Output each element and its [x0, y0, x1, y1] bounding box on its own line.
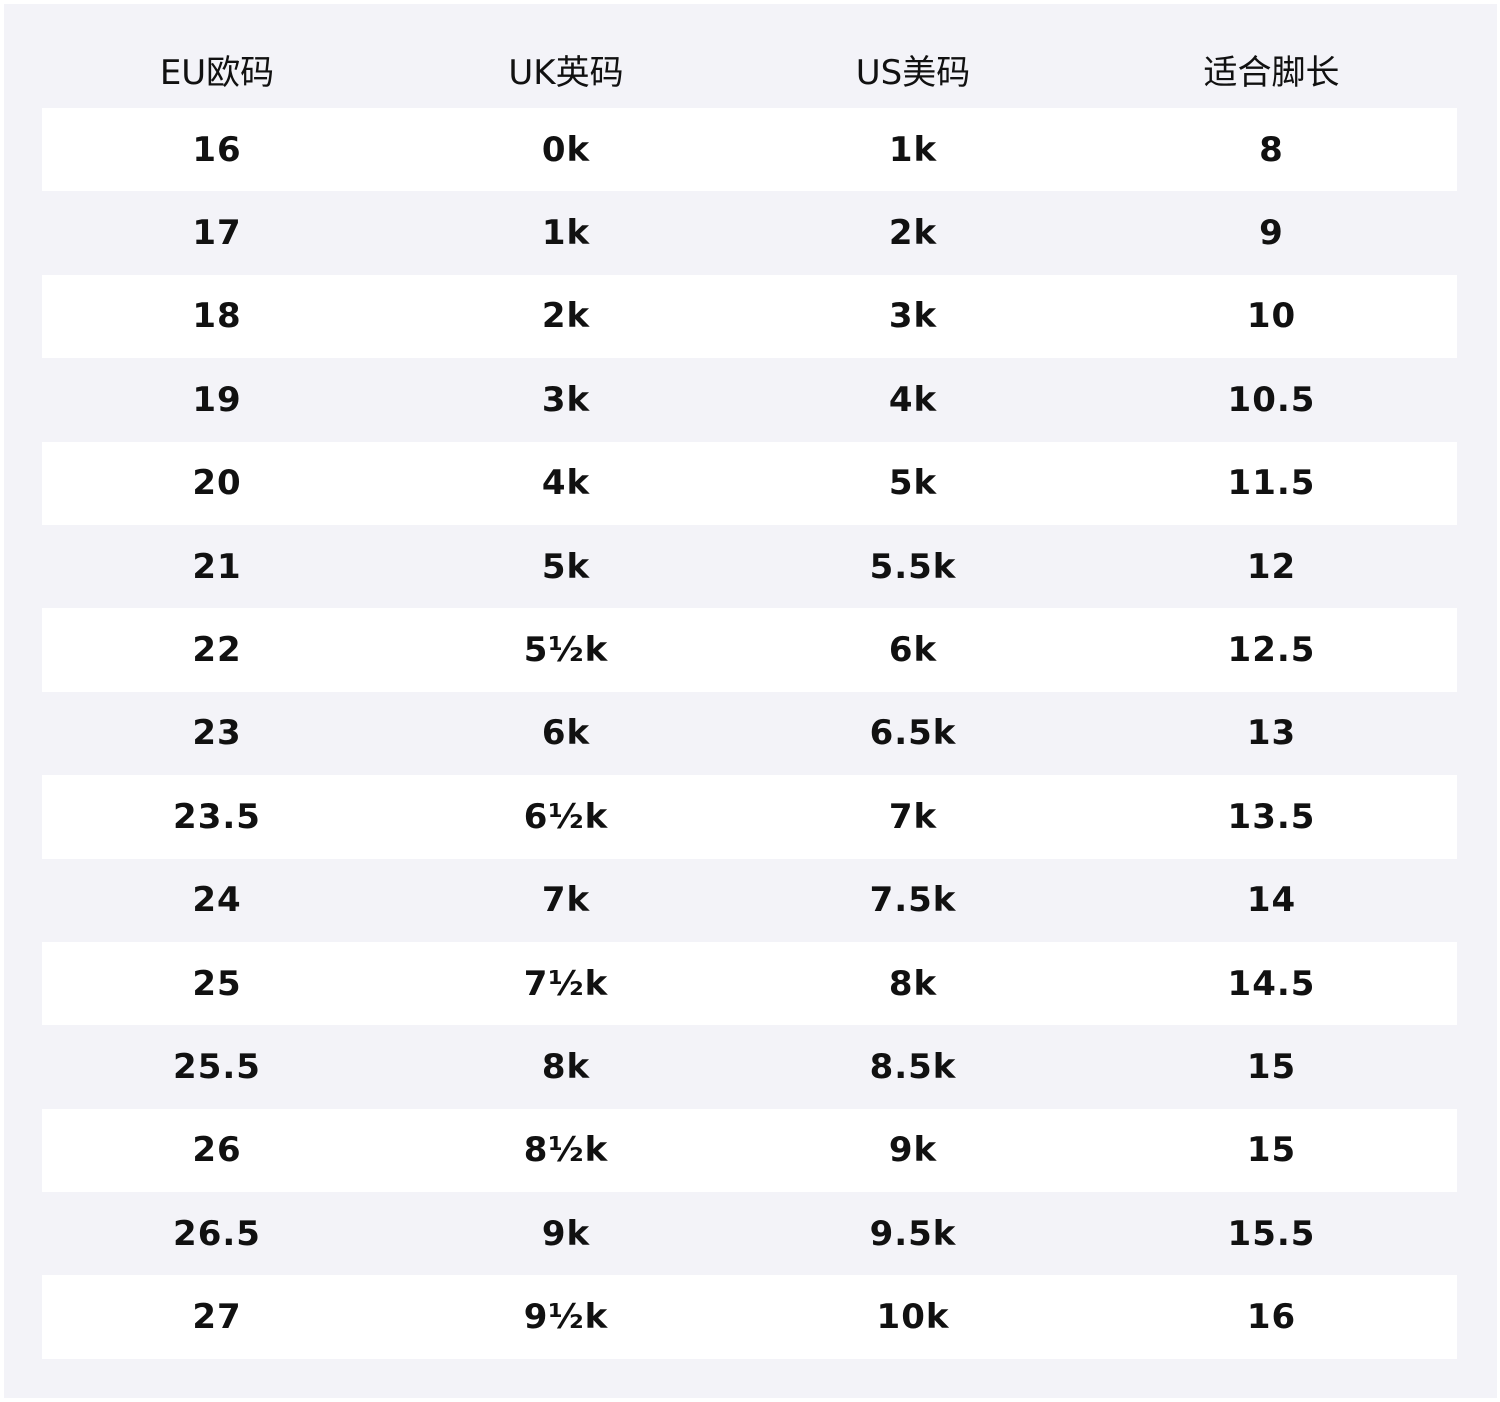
table-cell: 13 — [1086, 691, 1457, 776]
table-cell: 19 — [42, 358, 392, 442]
table-cell: 9 — [1086, 191, 1457, 275]
table-row: 24 7k 7.5k 14 — [42, 858, 1457, 942]
table-cell: 10k — [740, 1275, 1086, 1359]
table-cell: 22 — [42, 608, 392, 692]
table-cell: 23 — [42, 691, 392, 776]
table-cell: 9½k — [392, 1275, 740, 1359]
column-header: US美码 — [855, 53, 971, 93]
table-cell: 12 — [1086, 524, 1457, 609]
table-cell: 25.5 — [42, 1025, 392, 1109]
table-cell: 9k — [392, 1192, 740, 1276]
table-cell: 21 — [42, 524, 392, 609]
table-cell: 3k — [392, 358, 740, 442]
table-cell: 8½k — [392, 1108, 740, 1193]
table-cell: 5½k — [392, 608, 740, 692]
table-cell: 6k — [392, 691, 740, 776]
table-cell: 23.5 — [42, 775, 392, 859]
table-cell: 10.5 — [1086, 358, 1457, 442]
table-row: 26 8½k 9k 15 — [42, 1108, 1457, 1193]
table-cell: 2k — [740, 191, 1086, 275]
table-cell: 7k — [740, 775, 1086, 859]
table-cell: 1k — [740, 108, 1086, 192]
table-row: 25.5 8k 8.5k 15 — [42, 1025, 1457, 1109]
table-cell: 15 — [1086, 1108, 1457, 1193]
table-cell: 2k — [392, 274, 740, 359]
table-cell: 10 — [1086, 274, 1457, 359]
column-header: UK英码 — [508, 53, 624, 93]
table-cell: 12.5 — [1086, 608, 1457, 692]
table-cell: 4k — [740, 358, 1086, 442]
table-cell: 1k — [392, 191, 740, 275]
table-cell: 8k — [740, 941, 1086, 1026]
table-row: 18 2k 3k 10 — [42, 274, 1457, 359]
table-row: 26.5 9k 9.5k 15.5 — [42, 1192, 1457, 1276]
table-body: 16 0k 1k 8 17 1k 2k 9 18 2k 3k 10 19 3k 4k 10.5 20 4k 5k 11… — [42, 108, 1457, 1359]
table-row: 17 1k 2k 9 — [42, 191, 1457, 275]
column-header: EU欧码 — [159, 53, 275, 93]
table-cell: 20 — [42, 441, 392, 525]
size-table: EU欧码 UK英码 US美码 适合脚长 16 0k 1k 8 17 1k 2k 9 18 2k 3k 10 1… — [42, 31, 1457, 1359]
table-cell: 15.5 — [1086, 1192, 1457, 1276]
table-cell: 6k — [740, 608, 1086, 692]
table-cell: 26 — [42, 1108, 392, 1193]
table-cell: 6.5k — [740, 691, 1086, 776]
table-cell: 16 — [1086, 1275, 1457, 1359]
table-row: 20 4k 5k 11.5 — [42, 441, 1457, 525]
header-row: EU欧码 UK英码 US美码 适合脚长 — [42, 31, 1457, 108]
table-cell: 5.5k — [740, 524, 1086, 609]
table-cell: 26.5 — [42, 1192, 392, 1276]
table-cell: 16 — [42, 108, 392, 192]
table-cell: 4k — [392, 441, 740, 525]
table-row: 16 0k 1k 8 — [42, 108, 1457, 192]
table-row: 25 7½k 8k 14.5 — [42, 941, 1457, 1026]
table-cell: 0k — [392, 108, 740, 192]
table-row: 21 5k 5.5k 12 — [42, 524, 1457, 609]
table-cell: 17 — [42, 191, 392, 275]
table-row: 22 5½k 6k 12.5 — [42, 608, 1457, 692]
table-cell: 3k — [740, 274, 1086, 359]
table-cell: 25 — [42, 941, 392, 1026]
table-cell: 9.5k — [740, 1192, 1086, 1276]
table-row: 27 9½k 10k 16 — [42, 1275, 1457, 1359]
table-row: 19 3k 4k 10.5 — [42, 358, 1457, 442]
table-row: 23 6k 6.5k 13 — [42, 691, 1457, 776]
table-cell: 7k — [392, 858, 740, 942]
table-row: 23.5 6½k 7k 13.5 — [42, 775, 1457, 859]
table-cell: 8 — [1086, 108, 1457, 192]
table-cell: 14.5 — [1086, 941, 1457, 1026]
column-header: 适合脚长 — [1203, 53, 1340, 93]
table-cell: 13.5 — [1086, 775, 1457, 859]
table-cell: 8k — [392, 1025, 740, 1109]
table-cell: 15 — [1086, 1025, 1457, 1109]
table-cell: 7½k — [392, 941, 740, 1026]
size-chart-panel: EU欧码 UK英码 US美码 适合脚长 16 0k 1k 8 17 1k 2k 9 18 2k 3k 10 1… — [4, 4, 1497, 1398]
table-cell: 27 — [42, 1275, 392, 1359]
table-cell: 24 — [42, 858, 392, 942]
table-cell: 11.5 — [1086, 441, 1457, 525]
table-cell: 6½k — [392, 775, 740, 859]
table-cell: 5k — [392, 524, 740, 609]
table-cell: 5k — [740, 441, 1086, 525]
table-cell: 14 — [1086, 858, 1457, 942]
table-cell: 18 — [42, 274, 392, 359]
table-cell: 8.5k — [740, 1025, 1086, 1109]
table-cell: 9k — [740, 1108, 1086, 1193]
table-cell: 7.5k — [740, 858, 1086, 942]
